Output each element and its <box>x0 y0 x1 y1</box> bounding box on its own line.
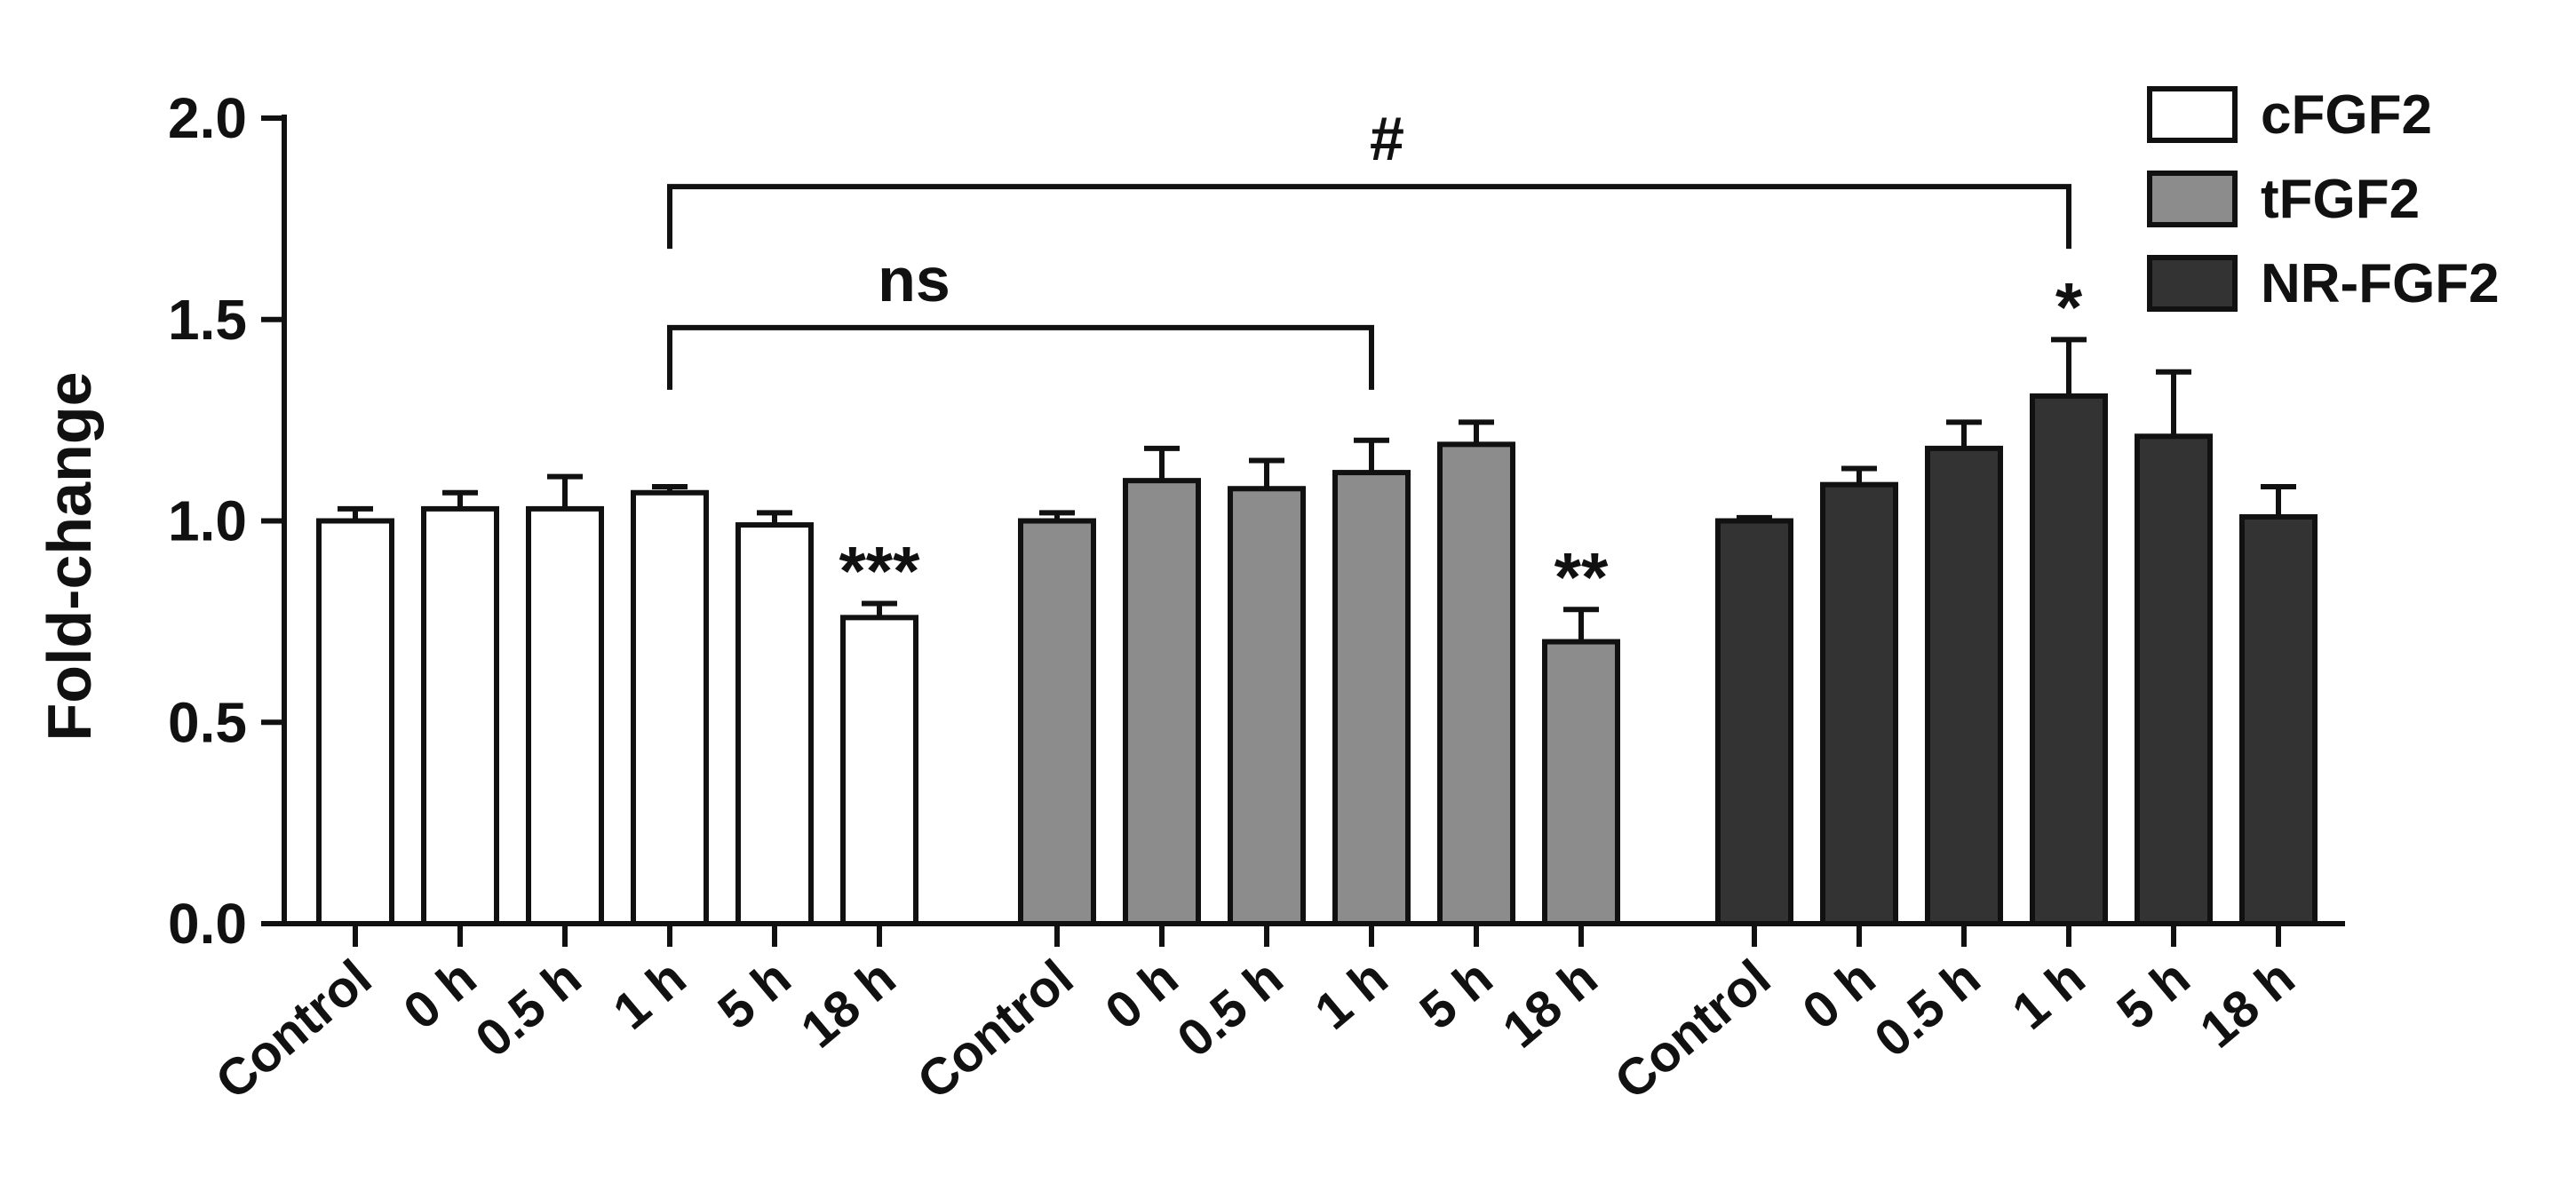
y-tick-label: 0.0 <box>168 892 247 956</box>
legend-swatch <box>2147 255 2238 312</box>
bar <box>1715 518 1793 926</box>
x-tick-label: 1 h <box>2001 949 2095 1041</box>
comparison-bracket <box>667 184 2071 250</box>
bar <box>1542 639 1620 926</box>
x-tick-label: 18 h <box>791 949 907 1059</box>
significance-asterisk: ** <box>1554 537 1609 615</box>
comparison-bracket <box>667 324 1374 390</box>
bar <box>2135 433 2213 926</box>
bar <box>1925 445 2003 926</box>
bar <box>1228 486 1306 926</box>
bracket-label: # <box>1370 104 1404 173</box>
x-tick-label: 18 h <box>1492 949 1609 1059</box>
bar <box>735 522 814 926</box>
bar <box>316 518 394 926</box>
legend-swatch <box>2147 171 2238 227</box>
legend-label: cFGF2 <box>2261 84 2432 146</box>
legend-label: tFGF2 <box>2261 169 2420 230</box>
bracket-label: ns <box>878 245 950 314</box>
legend-label: NR-FGF2 <box>2261 253 2500 314</box>
bar <box>1123 478 1201 927</box>
bar <box>2239 513 2318 927</box>
x-tick-label: 1 h <box>602 949 696 1041</box>
x-tick-label: Control <box>1604 949 1782 1110</box>
significance-asterisk: *** <box>839 531 920 609</box>
bar <box>526 505 604 927</box>
y-tick-label: 1.5 <box>168 288 247 352</box>
x-tick-label: Control <box>907 949 1085 1110</box>
x-tick-label: 18 h <box>2190 949 2306 1059</box>
bar <box>2030 393 2108 927</box>
y-tick-label: 0.5 <box>168 690 247 754</box>
bar <box>1018 518 1096 926</box>
bar <box>1820 481 1898 926</box>
bar <box>1332 470 1411 927</box>
bar <box>421 505 499 927</box>
bar <box>840 615 918 927</box>
x-tick-label: 0.5 h <box>1166 949 1293 1068</box>
y-axis-label: Fold-change <box>35 371 104 741</box>
y-tick-label: 2.0 <box>168 86 247 150</box>
x-tick-label: Control <box>205 949 383 1110</box>
bar <box>631 489 709 926</box>
x-tick-label: 1 h <box>1304 949 1398 1041</box>
y-tick-label: 1.0 <box>168 489 247 553</box>
x-tick-label: 5 h <box>1409 949 1503 1041</box>
legend-swatch <box>2147 86 2238 143</box>
x-tick-label: 5 h <box>2106 949 2200 1041</box>
significance-asterisk: * <box>2055 267 2083 345</box>
x-tick-label: 5 h <box>707 949 801 1041</box>
x-tick-label: 0.5 h <box>465 949 592 1068</box>
x-tick-label: 0.5 h <box>1864 949 1991 1068</box>
bar <box>1437 441 1515 926</box>
